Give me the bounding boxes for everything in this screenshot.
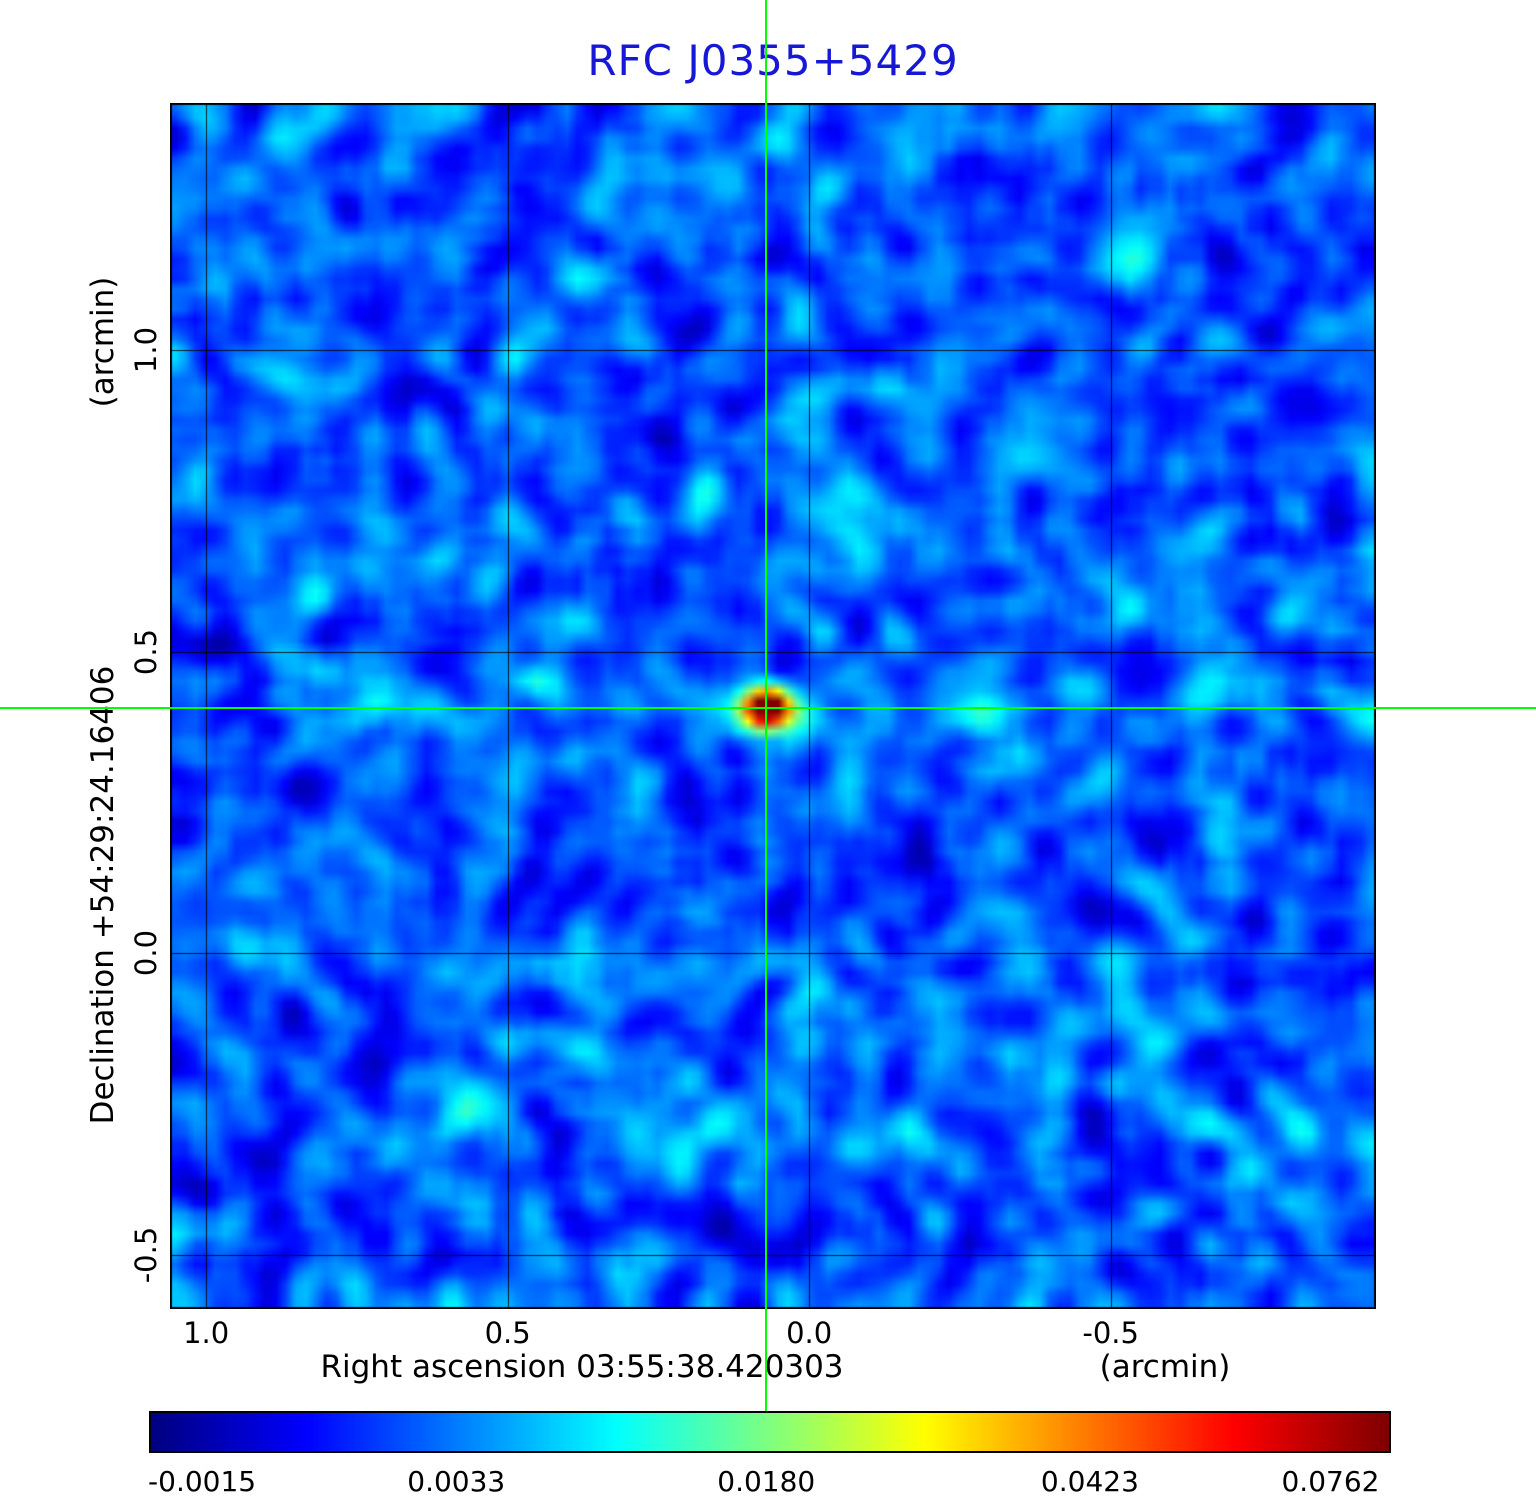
radio-map-canvas xyxy=(170,103,1376,1309)
plot-title: RFC J0355+5429 xyxy=(587,36,959,85)
colorbar-tick-label: 0.0423 xyxy=(1040,1465,1139,1498)
colorbar xyxy=(149,1411,1391,1453)
colorbar-tick-label: -0.0015 xyxy=(148,1465,257,1498)
y-axis-label: Declination +54:29:24.16406 xyxy=(85,665,121,1125)
x-axis-label: Right ascension 03:55:38.420303 xyxy=(320,1349,844,1385)
y-tick-label: 0.0 xyxy=(129,930,163,977)
colorbar-tick-label: 0.0762 xyxy=(1281,1465,1380,1498)
x-tick-label: 0.5 xyxy=(484,1316,531,1350)
x-tick-label: 1.0 xyxy=(183,1316,230,1350)
colorbar-gradient xyxy=(151,1413,1389,1451)
colorbar-tick-label: 0.0180 xyxy=(717,1465,816,1498)
y-tick-label: 1.0 xyxy=(129,327,163,374)
y-axis-unit-label: (arcmin) xyxy=(85,276,121,408)
x-axis-unit-label: (arcmin) xyxy=(1099,1349,1231,1385)
x-tick-label: 0.0 xyxy=(786,1316,833,1350)
crosshair-vertical xyxy=(765,0,768,1411)
crosshair-horizontal xyxy=(0,707,1536,710)
x-tick-label: -0.5 xyxy=(1082,1316,1139,1350)
colorbar-tick-label: 0.0033 xyxy=(407,1465,506,1498)
y-tick-label: -0.5 xyxy=(129,1226,163,1284)
y-tick-label: 0.5 xyxy=(129,628,163,675)
